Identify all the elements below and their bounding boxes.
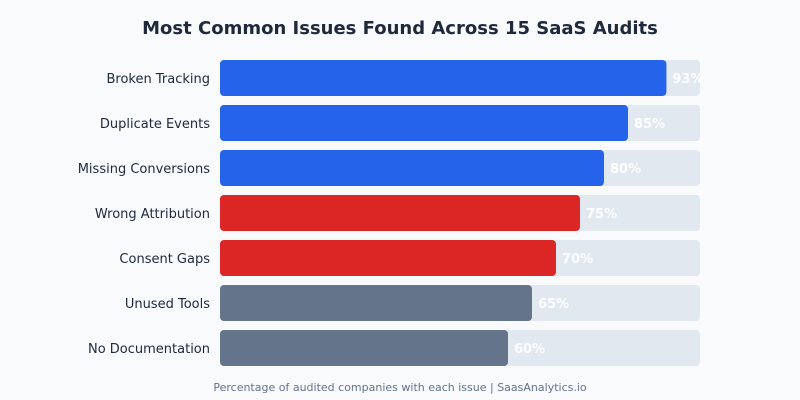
- bar: [220, 240, 556, 276]
- category-label: Broken Tracking: [107, 72, 211, 87]
- value-label: 60%: [514, 342, 545, 357]
- category-label: Unused Tools: [125, 297, 210, 312]
- value-label: 85%: [634, 117, 665, 132]
- category-label: No Documentation: [88, 342, 210, 357]
- bar: [220, 195, 580, 231]
- bar: [220, 330, 508, 366]
- bar: [220, 285, 532, 321]
- category-label: Duplicate Events: [100, 117, 210, 132]
- value-label: 93%: [672, 72, 703, 87]
- bar: [220, 60, 667, 96]
- value-label: 70%: [562, 252, 593, 267]
- category-label: Wrong Attribution: [95, 207, 210, 222]
- value-label: 65%: [538, 297, 569, 312]
- bar: [220, 105, 628, 141]
- chart-title: Most Common Issues Found Across 15 SaaS …: [142, 18, 658, 39]
- category-label: Missing Conversions: [78, 162, 210, 177]
- bar: [220, 150, 604, 186]
- chart-footer: Percentage of audited companies with eac…: [213, 381, 587, 394]
- value-label: 75%: [586, 207, 617, 222]
- value-label: 80%: [610, 162, 641, 177]
- category-label: Consent Gaps: [119, 252, 210, 267]
